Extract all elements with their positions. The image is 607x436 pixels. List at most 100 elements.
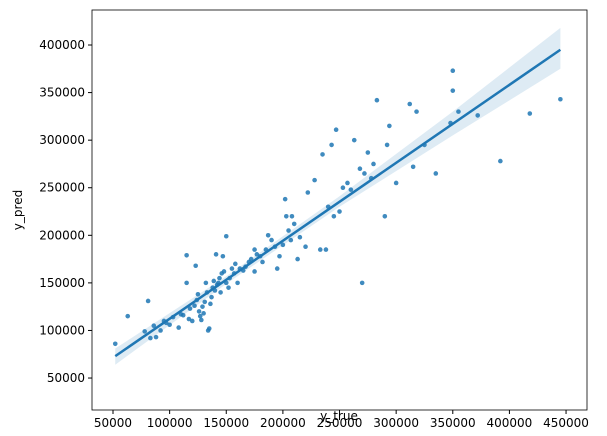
y-tick-label: 100000 [39,323,85,337]
point [527,111,533,116]
point [248,256,254,262]
point [203,280,209,286]
point [387,123,392,129]
point [145,298,151,304]
point [125,313,131,319]
point [340,185,346,191]
y-tick-label: 350000 [39,86,85,100]
regression-line [114,48,562,358]
point [223,233,229,239]
point [382,213,388,219]
y-axis-label: y_pred [11,190,25,230]
point [252,269,257,274]
point [333,127,339,132]
y-tick-label: 250000 [39,181,85,195]
y-tick-label: 200000 [39,228,85,242]
x-tick-label: 350000 [430,416,476,430]
point [229,266,235,271]
point [277,253,282,259]
point [189,318,195,324]
point [433,171,439,176]
point [213,252,219,257]
point [357,166,363,172]
point [305,190,311,195]
point [374,97,380,103]
x-tick-label: 50000 [94,416,132,430]
y-tick-label: 150000 [39,276,85,290]
point [176,325,181,330]
point [192,303,197,309]
point [235,280,240,286]
point [475,113,481,118]
x-tick-label: 150000 [203,416,249,430]
point [211,278,217,284]
point [260,259,265,265]
y-tick-label: 300000 [39,133,85,147]
point [456,109,461,114]
point [359,280,365,286]
point [450,68,456,74]
point [393,180,399,186]
x-tick-label: 100000 [147,416,193,430]
point [112,341,118,347]
point [280,242,286,248]
point [206,326,212,331]
point [410,164,416,170]
point [351,137,357,143]
point [151,323,157,328]
point [193,263,198,269]
point [291,221,297,227]
x-tick-label: 250000 [317,416,363,430]
point [208,301,213,307]
point [148,335,153,341]
point [286,228,291,233]
point [274,266,280,271]
point [180,312,186,318]
point [288,237,294,243]
point [329,142,334,148]
point [196,309,202,314]
point [345,180,350,186]
point [312,177,317,183]
y-tick-label: 50000 [47,371,85,385]
point [218,290,223,295]
point [362,171,367,176]
point [384,142,390,148]
point [331,213,337,219]
point [282,196,288,202]
point [498,158,503,164]
point [265,233,271,238]
point [186,316,192,322]
point [289,213,295,219]
point [558,96,563,102]
point [233,261,238,267]
point [197,313,203,319]
x-tick-label: 300000 [373,416,419,430]
point [450,88,456,93]
point [320,152,325,157]
point [153,334,159,340]
point [337,209,342,214]
point [283,213,289,219]
point [303,244,308,250]
point [167,322,172,328]
point [221,269,227,274]
point [217,275,222,281]
point [201,311,206,316]
plot-frame [91,9,588,411]
point [184,280,189,286]
point [317,247,323,252]
x-axis-label: y_true [320,409,358,423]
point [323,247,329,252]
point [158,328,163,333]
point [297,234,303,240]
point [184,252,189,258]
x-tick-label: 200000 [260,416,306,430]
point [414,109,419,114]
point [209,294,214,300]
point [295,256,300,262]
point [195,292,201,297]
point [200,304,205,309]
point [199,317,204,323]
